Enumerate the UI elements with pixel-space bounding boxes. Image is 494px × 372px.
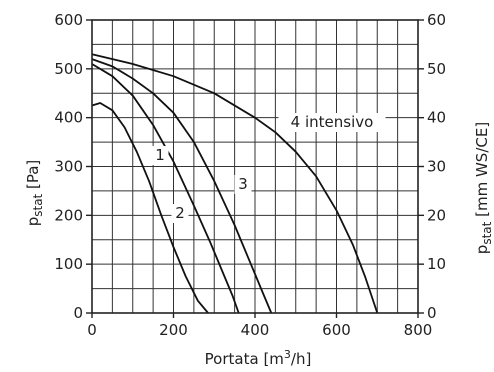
y-tick-label-right: 30	[427, 158, 446, 176]
curve-label-4: 4 intensivo	[291, 113, 374, 131]
y-tick-label-left: 0	[73, 304, 83, 322]
x-axis-ticks: 0 200 400 600 800	[87, 313, 432, 339]
curve-4	[91, 53, 379, 314]
curve-3	[91, 58, 273, 314]
curve-label-background	[278, 113, 386, 132]
curve-label-background	[234, 175, 252, 194]
grid	[92, 20, 418, 313]
y-tick-label-left: 400	[54, 109, 83, 127]
y-tick-label-right: 10	[427, 255, 446, 273]
y-tick-label-right: 40	[427, 109, 446, 127]
x-axis-label: Portata [m3/h]	[205, 348, 312, 368]
y-axis-right-label: pstat [mm WS/CE]	[473, 122, 494, 254]
y-tick-label-right: 0	[427, 304, 437, 322]
curve-label-2: 2	[175, 204, 185, 222]
curve-label-1: 1	[155, 146, 165, 164]
y-axis-left-label: pstat [Pa]	[24, 160, 45, 227]
curve-1	[91, 102, 209, 314]
curve-label-3: 3	[238, 175, 248, 193]
y-tick-label-left: 100	[54, 255, 83, 273]
x-tick-label: 600	[322, 321, 351, 339]
y-tick-label-left: 600	[54, 11, 83, 29]
x-tick-label: 200	[159, 321, 188, 339]
y-tick-label-left: 500	[54, 60, 83, 78]
x-tick-label: 0	[87, 321, 97, 339]
curves	[91, 53, 379, 314]
curve-label-background	[171, 204, 189, 223]
y-tick-label-right: 20	[427, 206, 446, 224]
y-axis-left-ticks: 0 100 200 300 400 500 600	[54, 11, 92, 322]
x-tick-label: 800	[404, 321, 433, 339]
curve-labels: 1 2 3 4 intensivo	[151, 113, 386, 223]
y-tick-label-right: 60	[427, 11, 446, 29]
y-tick-label-right: 50	[427, 60, 446, 78]
y-tick-label-left: 200	[54, 206, 83, 224]
x-tick-label: 400	[241, 321, 270, 339]
y-tick-label-left: 300	[54, 158, 83, 176]
curve-label-background	[151, 146, 169, 165]
y-axis-right-ticks: 0 10 20 30 40 50 60	[418, 11, 446, 322]
curve-2	[91, 63, 240, 314]
